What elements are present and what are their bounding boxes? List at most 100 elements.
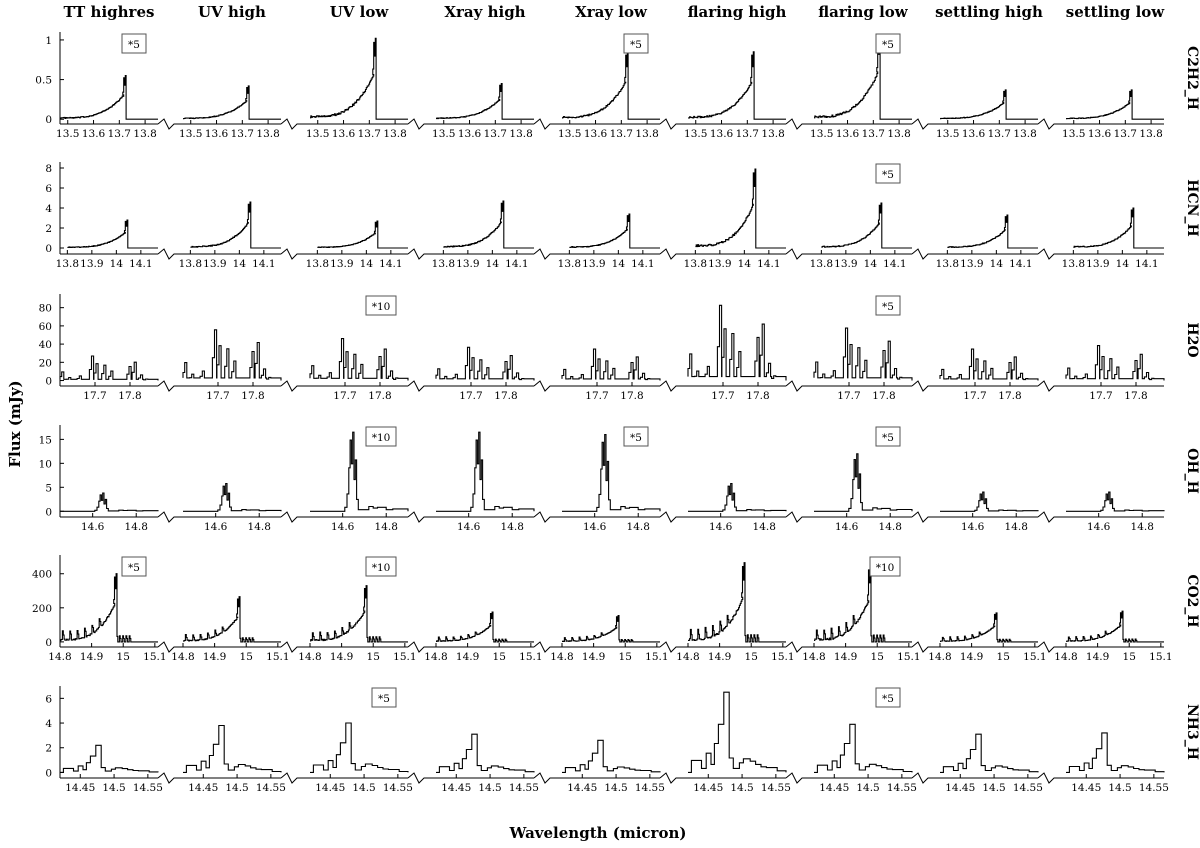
scale-note: *5 — [882, 301, 894, 313]
spectrum-line — [814, 565, 912, 643]
row-label: C2H2_H — [1184, 46, 1200, 110]
x-tick-label: 13.7 — [231, 128, 254, 140]
x-tick-label: 14.45 — [188, 782, 218, 794]
x-tick-label: 14.9 — [582, 651, 605, 663]
axis-break — [785, 118, 814, 130]
subplot: 17.7 17.8 *10 — [309, 295, 436, 402]
x-tick-label: 17.8 — [241, 390, 264, 402]
scale-note-box — [121, 33, 147, 54]
y-tick-label: 6 — [45, 693, 52, 705]
spectrum-line — [814, 35, 912, 120]
subplot: 17.7 17.8 — [939, 348, 1066, 402]
axis-break — [533, 641, 562, 653]
x-tick-label: 13.8 — [179, 258, 202, 270]
scale-note: *5 — [128, 39, 140, 51]
spectrum-line — [562, 739, 661, 773]
x-tick-label: 14.45 — [65, 782, 95, 794]
spectrum-line — [813, 327, 913, 381]
scale-note-box — [365, 426, 397, 447]
column-title: UV low — [330, 3, 390, 21]
x-tick-label: 13.9 — [1086, 258, 1109, 270]
x-tick-label: 13.6 — [1088, 128, 1112, 140]
subplot: 14.8 14.9 15 15.1 — [928, 612, 1066, 663]
x-tick-label: 13.6 — [710, 128, 734, 140]
spectrum-line — [182, 329, 282, 381]
x-tick-label: 13.8 — [133, 128, 156, 140]
x-tick-label: 14.45 — [567, 782, 597, 794]
x-tick-label: 14.55 — [887, 782, 917, 794]
spectrum-line — [940, 89, 1038, 120]
spectrum-line — [940, 733, 1039, 773]
subplot: 14.8 14.9 15 15.1 — [171, 596, 310, 663]
row-label: OH_H — [1184, 448, 1200, 494]
x-tick-label: 14.9 — [330, 651, 353, 663]
subplot: 13.8 13.9 14 14.1 — [684, 168, 814, 270]
scale-note: *5 — [630, 39, 642, 51]
x-tick-label: 15 — [367, 651, 380, 663]
x-tick-label: 17.8 — [998, 390, 1021, 402]
x-tick-label: 13.9 — [582, 258, 605, 270]
x-tick-label: 15 — [745, 651, 758, 663]
spectrum-line — [814, 723, 913, 773]
x-tick-label: 14.6 — [583, 521, 607, 533]
spectrum-line — [310, 431, 409, 512]
x-tick-label: 14.8 — [676, 651, 699, 663]
subplot: 13.8 13.9 14 14.1 — [558, 213, 688, 270]
x-tick-label: 14.45 — [945, 782, 975, 794]
scale-note-box — [875, 426, 901, 447]
x-tick-label: 14.9 — [1086, 651, 1109, 663]
spectrum-line — [688, 482, 787, 512]
spectrum-line — [1066, 732, 1165, 773]
spectrum-line — [60, 573, 158, 643]
spectrum-line — [436, 83, 534, 120]
axis-break — [407, 380, 436, 392]
y-tick-label: 4 — [45, 203, 52, 215]
x-tick-label: 13.8 — [635, 128, 658, 140]
axis-break — [407, 248, 436, 260]
x-tick-label: 14.6 — [961, 521, 985, 533]
subplot: 14.45 14.5 14.55 — [436, 733, 562, 794]
axis-break — [280, 511, 310, 523]
x-tick-label: 15 — [1123, 651, 1136, 663]
x-tick-label: 15.1 — [897, 651, 920, 663]
y-axis-title: Flux (mJy) — [6, 380, 24, 467]
axis-break — [911, 641, 940, 653]
axis-break — [1037, 772, 1066, 784]
x-tick-label: 15 — [117, 651, 130, 663]
axis-break — [533, 511, 562, 523]
subplot: 0 20 40 60 80 17.7 17.8 — [39, 294, 183, 402]
x-tick-label: 13.5 — [306, 128, 329, 140]
x-tick-label: 14.8 — [125, 521, 148, 533]
subplot: 17.7 17.8 — [182, 329, 310, 402]
axis-break — [659, 118, 688, 130]
x-tick-label: 17.7 — [837, 390, 860, 402]
x-tick-label: 13.6 — [82, 128, 106, 140]
subplot: 13.8 13.9 14 14.1 — [179, 201, 310, 270]
x-tick-label: 15.1 — [266, 651, 289, 663]
x-tick-label: 13.8 — [684, 258, 707, 270]
spectrum-line — [1066, 89, 1164, 120]
axis-break — [157, 772, 183, 784]
scale-note-box — [875, 295, 901, 316]
x-tick-label: 14 — [1116, 258, 1130, 270]
x-tick-label: 13.6 — [332, 128, 356, 140]
x-tick-label: 14.1 — [1135, 258, 1158, 270]
x-tick-label: 15.1 — [393, 651, 416, 663]
subplot: 14.45 14.5 14.55 — [562, 739, 688, 794]
column-title: settling low — [1066, 3, 1166, 21]
x-tick-label: 15.1 — [1023, 651, 1046, 663]
x-tick-label: 14.1 — [883, 258, 906, 270]
subplot: 14.45 14.5 14.55 — [1066, 732, 1169, 794]
axis-break — [785, 511, 814, 523]
x-tick-label: 14.6 — [81, 521, 105, 533]
x-tick-label: 13.6 — [836, 128, 860, 140]
x-tick-label: 14.6 — [331, 521, 355, 533]
x-tick-label: 13.5 — [179, 128, 202, 140]
x-tick-label: 13.5 — [1062, 128, 1085, 140]
x-tick-label: 14.9 — [80, 651, 103, 663]
subplot: 14.8 14.9 15 15.1 — [424, 611, 562, 663]
y-tick-label: 10 — [39, 458, 52, 470]
x-tick-label: 14 — [360, 258, 374, 270]
x-tick-label: 14.6 — [1087, 521, 1111, 533]
column-title: UV high — [198, 3, 266, 21]
